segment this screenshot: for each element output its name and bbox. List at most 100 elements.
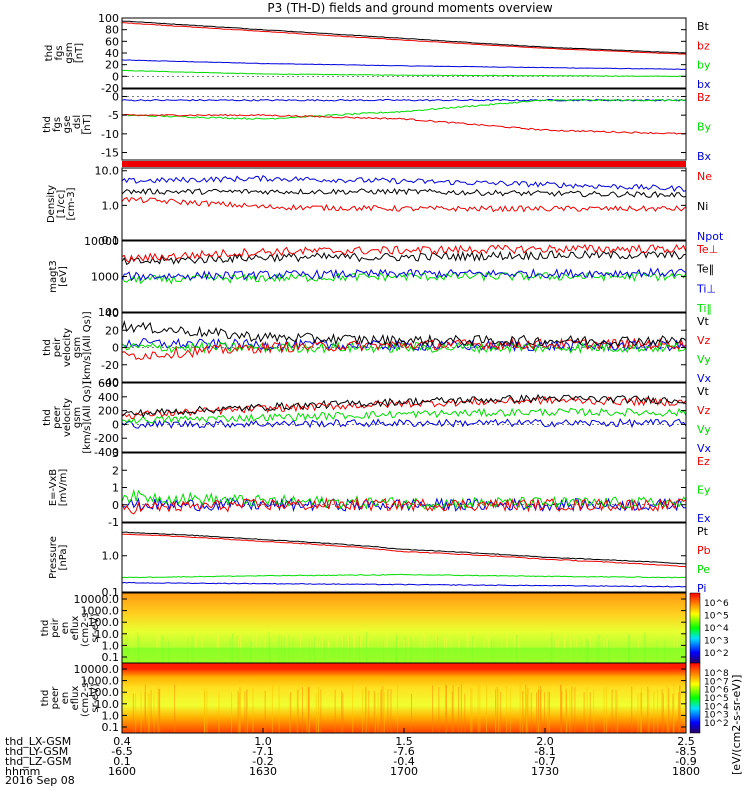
- legend-Ti‖: Ti‖: [696, 302, 712, 315]
- y-tick-label: 200: [98, 405, 119, 418]
- x-tick-label: 1630: [249, 765, 277, 778]
- legend-By: By: [697, 121, 712, 134]
- series-Vt: [121, 320, 687, 348]
- series-by: [121, 69, 686, 78]
- y-axis-label: [nPa]: [58, 544, 69, 570]
- y-tick-label: 100: [98, 306, 119, 319]
- colorbar-tick: 10^2: [704, 649, 729, 659]
- y-tick-label: 100.0: [88, 686, 120, 699]
- series-Te⊥: [121, 243, 687, 263]
- y-tick-label: 20: [105, 59, 119, 72]
- y-tick-label: 10.0: [95, 165, 120, 178]
- y-tick-label: 1000.0: [81, 675, 120, 688]
- y-tick-label: 100.0: [88, 616, 120, 629]
- legend-Ey: Ey: [697, 484, 711, 497]
- y-axis-label: peer: [52, 405, 63, 429]
- y-tick-label: 0.1: [102, 234, 120, 247]
- y-axis-label: peir: [50, 617, 61, 637]
- y-tick-label: 1.0: [102, 639, 120, 652]
- series-Ne: [121, 196, 687, 213]
- x-tick-label: -0.2: [252, 755, 273, 768]
- y-axis-label: thd: [42, 339, 53, 356]
- y-axis-label: en: [60, 622, 71, 635]
- legend-Vx: Vx: [697, 372, 712, 385]
- y-axis-label: velocity: [62, 398, 73, 437]
- series-Ti⊥: [121, 267, 687, 282]
- x-tick-label: -0.7: [534, 755, 555, 768]
- x-tick-label: -6.5: [111, 745, 132, 758]
- x-tick-label: 0.1: [113, 755, 131, 768]
- legend-Npot: Npot: [697, 230, 724, 243]
- y-tick-label: 10000.0: [74, 593, 120, 606]
- y-axis-label: [km/s](All Qs)]: [82, 311, 93, 383]
- x-tick-label: 2.5: [677, 735, 695, 748]
- legend-Vz: Vz: [697, 334, 711, 347]
- x-tick-label: 2.0: [536, 735, 554, 748]
- series-Vz: [121, 337, 687, 361]
- x-tick-label: -7.6: [393, 745, 414, 758]
- colorbar-tick: 10^5: [704, 612, 729, 622]
- panel-fgs-gse: 0 -5 -10 -15 thd fgs gse _dsl [nT] Bz By Bx: [42, 88, 712, 163]
- y-axis-label: E=-VxB: [48, 469, 59, 506]
- y-axis-label: (cm2-s-: [80, 679, 91, 717]
- series-Ni: [121, 187, 687, 199]
- legend-Pi: Pi: [697, 582, 706, 595]
- y-tick-label: 0.1: [102, 721, 120, 734]
- legend-bz: bz: [697, 39, 710, 52]
- colorbar-label: [eV/(cm2-s-sr-eV)]: [730, 675, 743, 775]
- y-axis-label: thd: [42, 116, 53, 133]
- colorbar-tick: 10^3: [704, 637, 729, 647]
- x-tick-label: -0.9: [675, 755, 696, 768]
- legend-Te⊥: Te⊥: [696, 243, 718, 256]
- y-tick-label: 1000.0: [81, 605, 120, 618]
- series-Vy: [121, 340, 687, 355]
- y-axis-label: eflux: [70, 686, 81, 711]
- panel-frame: [121, 382, 687, 453]
- colorbar-tick: 10^5: [704, 694, 729, 704]
- x-row-label: thd_LZ-GSM: [5, 755, 72, 768]
- y-tick-label: 0: [112, 70, 119, 83]
- legend-by: by: [697, 59, 711, 72]
- y-tick-label: 0.1: [102, 586, 120, 599]
- x-tick-label: 1.5: [395, 735, 413, 748]
- y-tick-label: 0: [112, 499, 119, 512]
- colorbar-tick: 10^2: [704, 719, 729, 729]
- y-axis-label: (cm2-s-: [80, 609, 91, 647]
- colorbar-tick: 10^6: [704, 599, 729, 609]
- y-tick-label: -15: [101, 147, 119, 160]
- panel-pressure: 1.0 0.1 Pressure [nPa] Pt Pb Pe Pi: [48, 522, 711, 599]
- y-axis-label: _dsl: [72, 115, 83, 135]
- colorbar-tick: 10^4: [704, 702, 729, 712]
- x-tick-label: 1.0: [254, 735, 272, 748]
- colorbar: [eV/(cm2-s-sr-eV)]: [689, 592, 743, 775]
- legend-Bt: Bt: [697, 20, 710, 33]
- panel-efield: 3 2 1 0 -1 E=-VxB [mV/m] Ez Ey Ex: [48, 447, 711, 529]
- legend-Vt: Vt: [697, 315, 710, 328]
- y-axis-label: peir: [52, 337, 63, 357]
- y-tick-label: 10.0: [95, 628, 120, 641]
- spectrogram-elec-spec: [122, 663, 686, 733]
- legend-Vx: Vx: [697, 442, 712, 455]
- y-tick-label: 20: [105, 324, 119, 337]
- y-axis-label: [1/cc]: [56, 190, 67, 219]
- legend-Ti⊥: Ti⊥: [696, 282, 716, 295]
- x-tick-label: 1800: [672, 765, 700, 778]
- legend-Te‖: Te‖: [696, 263, 714, 276]
- y-tick-label: 10000.0: [74, 663, 120, 676]
- y-tick-label: 1.0: [102, 199, 120, 212]
- series-Bt: [121, 20, 687, 54]
- y-tick-label: 40: [105, 47, 119, 60]
- legend-Vy: Vy: [697, 353, 711, 366]
- y-axis-label: [km/s](All Qs)]: [82, 381, 93, 453]
- y-tick-label: -400: [94, 446, 119, 459]
- colorbar-tick: 10^6: [704, 686, 729, 696]
- panel-frame: [121, 17, 687, 89]
- y-axis-label: velocity: [62, 328, 73, 367]
- series-Npot: [121, 174, 687, 193]
- legend-bx: bx: [697, 78, 711, 91]
- figure-title: P3 (TH-D) fields and ground moments over…: [267, 1, 552, 15]
- y-tick-label: 80: [105, 24, 119, 37]
- y-axis-label: [cm-3]: [66, 187, 77, 220]
